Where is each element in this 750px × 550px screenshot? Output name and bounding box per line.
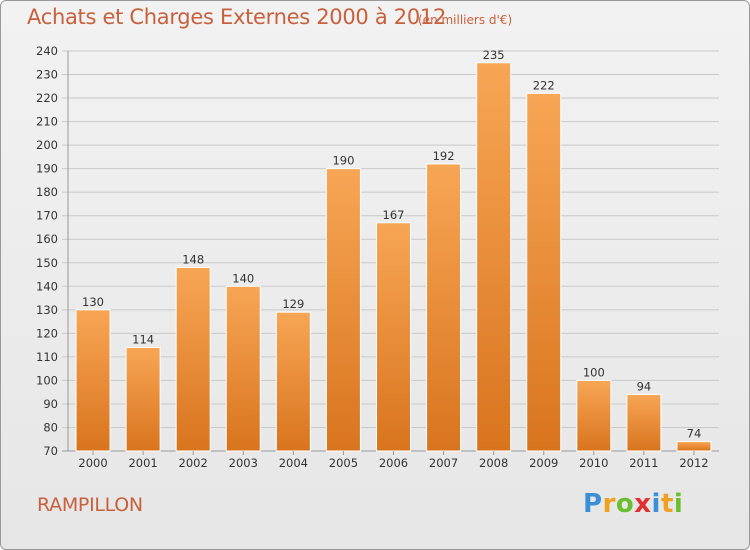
x-tick-label: 2007 xyxy=(429,456,458,470)
y-tick-label: 130 xyxy=(36,303,58,317)
y-tick-label: 210 xyxy=(36,115,58,129)
y-tick-label: 190 xyxy=(36,162,58,176)
x-tick-label: 2012 xyxy=(679,456,708,470)
y-tick-label: 140 xyxy=(36,279,58,293)
bar-2011 xyxy=(626,394,662,452)
bar-2007 xyxy=(426,163,462,452)
bar-2005 xyxy=(325,168,361,452)
bar-2010 xyxy=(576,379,612,452)
value-label-2001: 114 xyxy=(132,332,154,346)
logo-letter: x xyxy=(634,489,652,519)
value-label-2002: 148 xyxy=(182,252,204,266)
x-tick-label: 2003 xyxy=(229,456,258,470)
logo-letter: i xyxy=(651,489,661,519)
x-tick-label: 2009 xyxy=(529,456,558,470)
y-tick-label: 70 xyxy=(43,444,58,458)
bar-2012 xyxy=(676,441,712,452)
x-tick-label: 2000 xyxy=(78,456,107,470)
value-label-2009: 222 xyxy=(533,78,555,92)
logo-letter: i xyxy=(673,489,684,519)
value-label-2004: 129 xyxy=(282,297,304,311)
y-tick-label: 100 xyxy=(36,373,58,387)
y-tick-label: 150 xyxy=(36,256,58,270)
value-label-2003: 140 xyxy=(232,271,254,285)
value-label-2010: 100 xyxy=(583,365,605,379)
y-tick-label: 90 xyxy=(43,397,58,411)
value-label-2007: 192 xyxy=(433,149,455,163)
x-tick-label: 2008 xyxy=(479,456,508,470)
bar-2004 xyxy=(275,311,311,452)
y-tick-label: 160 xyxy=(36,232,58,246)
bar-2003 xyxy=(225,285,261,452)
x-tick-label: 2001 xyxy=(128,456,157,470)
y-tick-label: 200 xyxy=(36,138,58,152)
y-tick-label: 240 xyxy=(36,44,58,58)
x-tick-label: 2010 xyxy=(579,456,608,470)
value-label-2005: 190 xyxy=(332,154,354,168)
bar-2008 xyxy=(476,62,512,452)
y-tick-label: 220 xyxy=(36,91,58,105)
logo-letter: t xyxy=(660,489,674,519)
y-tick-labels: 70 80 90 100 110 120 130 140 150 160 170 180 190 200 2… xyxy=(36,44,58,458)
bar-2002 xyxy=(175,266,211,452)
bar-2006 xyxy=(376,222,411,452)
x-tick-labels: 2000 2001 2002 2003 2004 2005 2006 2007 2008 2009… xyxy=(78,451,709,470)
y-tick-label: 110 xyxy=(36,350,58,364)
value-labels: 130 114 148 140 129 190 167 192 235 222 100 94 74 xyxy=(82,48,701,441)
chart-subtitle: (en milliers d'€) xyxy=(418,13,513,27)
bar-2001 xyxy=(125,346,161,452)
value-label-2000: 130 xyxy=(82,295,104,309)
value-label-2006: 167 xyxy=(383,208,405,222)
bar-2009 xyxy=(526,92,562,452)
x-tick-label: 2002 xyxy=(179,456,208,470)
chart-title: Achats et Charges Externes 2000 à 2012 xyxy=(27,5,447,29)
bars xyxy=(75,62,712,452)
x-tick-label: 2004 xyxy=(279,456,308,470)
y-tick-label: 180 xyxy=(36,185,58,199)
y-tick-label: 230 xyxy=(36,68,58,82)
logo-letter: r xyxy=(602,489,616,519)
x-tick-label: 2011 xyxy=(629,456,658,470)
logo-letter: o xyxy=(615,489,635,519)
value-label-2012: 74 xyxy=(687,427,702,441)
logo-letter: P xyxy=(583,489,603,519)
y-tick-label: 120 xyxy=(36,326,58,340)
value-label-2008: 235 xyxy=(483,48,505,62)
x-tick-label: 2005 xyxy=(329,456,358,470)
proxiti-logo: Proxiti xyxy=(583,489,683,519)
value-label-2011: 94 xyxy=(637,380,652,394)
y-tick-label: 170 xyxy=(36,209,58,223)
commune-name: RAMPILLON xyxy=(37,494,143,516)
y-tick-label: 80 xyxy=(43,420,58,434)
x-tick-label: 2006 xyxy=(379,456,408,470)
bar-2000 xyxy=(75,309,111,452)
